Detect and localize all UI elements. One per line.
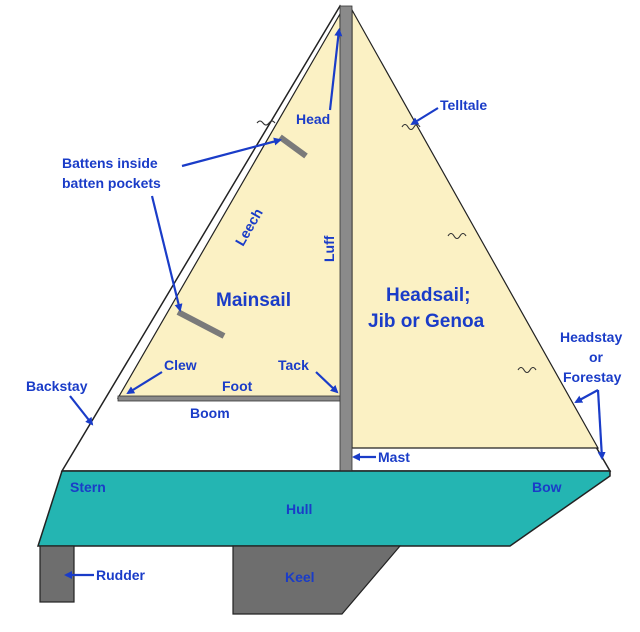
label-rudder: Rudder bbox=[96, 567, 146, 583]
clew-arrow bbox=[126, 371, 163, 395]
head-arrow bbox=[328, 28, 343, 111]
label-battens-2: batten pockets bbox=[62, 175, 161, 191]
battens-arrow-lower bbox=[150, 195, 183, 312]
label-mast: Mast bbox=[378, 449, 410, 465]
label-headsail-1: Headsail; bbox=[386, 285, 470, 306]
batten-upper bbox=[278, 134, 308, 159]
label-clew: Clew bbox=[164, 357, 197, 373]
mainsail bbox=[116, 11, 344, 399]
batten-lower bbox=[176, 309, 226, 339]
label-luff: Luff bbox=[321, 235, 337, 262]
label-backstay: Backstay bbox=[26, 378, 88, 394]
label-stern: Stern bbox=[70, 479, 106, 495]
headstay-arrow-1 bbox=[574, 389, 599, 403]
mast bbox=[339, 5, 353, 473]
label-headsail-2: Jib or Genoa bbox=[368, 311, 485, 332]
label-head: Head bbox=[296, 111, 330, 127]
label-telltale: Telltale bbox=[440, 97, 487, 113]
label-mainsail: Mainsail bbox=[216, 290, 291, 311]
hull bbox=[36, 470, 611, 547]
telltale-arrow bbox=[410, 107, 439, 126]
label-keel: Keel bbox=[285, 569, 315, 585]
battens-arrow-upper bbox=[181, 137, 282, 168]
keel bbox=[232, 545, 402, 615]
label-headstay-1: Headstay bbox=[560, 329, 622, 345]
headsail bbox=[351, 7, 600, 449]
label-headstay-2: or bbox=[589, 349, 604, 365]
telltale-squiggle-4 bbox=[256, 120, 276, 126]
label-tack: Tack bbox=[278, 357, 309, 373]
label-headstay-3: Forestay bbox=[563, 369, 622, 385]
label-battens-1: Battens inside bbox=[62, 155, 158, 171]
boom bbox=[117, 395, 345, 402]
label-hull: Hull bbox=[286, 501, 312, 517]
backstay-arrow bbox=[69, 395, 94, 426]
label-boom: Boom bbox=[190, 405, 230, 421]
label-bow: Bow bbox=[532, 479, 562, 495]
tack-arrow bbox=[315, 371, 339, 394]
label-foot: Foot bbox=[222, 378, 253, 394]
headstay-arrow-2 bbox=[596, 389, 606, 460]
telltale-squiggle-2 bbox=[447, 232, 467, 240]
telltale-squiggle-3 bbox=[517, 366, 537, 374]
